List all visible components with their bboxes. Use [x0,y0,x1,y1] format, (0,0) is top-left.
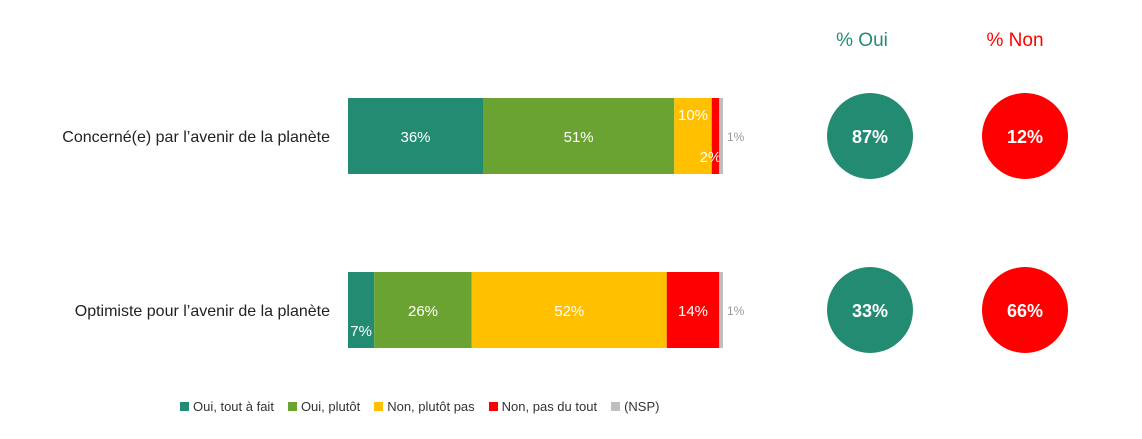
oui-column-header: % Oui [836,30,888,51]
legend-swatch [611,401,621,411]
legend-swatch [374,401,384,411]
bar-data-label: 36% [400,129,430,146]
bar-data-label: 7% [350,323,372,340]
oui-circle [827,267,913,353]
non-column-header: % Non [986,30,1044,51]
bar-segment [666,272,720,348]
legend-label: Non, plutôt pas [387,398,475,414]
legend-swatch [180,401,189,411]
bar-segment [711,98,720,174]
legend-item: Oui, tout à fait [180,399,274,414]
bar-segment [719,98,723,174]
non-circle [982,93,1068,179]
oui-circle [827,93,913,179]
legend-item: Non, plutôt pas [374,398,475,414]
oui-value: 33% [852,301,888,321]
bar-segment [674,98,712,174]
bar-data-label: 26% [408,303,438,320]
chart-legend: Oui, tout à fait Oui, plutôt Non, plutôt p… [180,398,673,414]
legend-label: (NSP) [624,398,660,414]
legend-item: (NSP) [611,399,659,414]
category-label: Concerné(e) par l’avenir de la planète [62,129,330,146]
bar-data-label: 1% [727,130,745,144]
legend-swatch [287,401,297,411]
legend-label: Non, pas du tout [501,398,598,414]
oui-value: 87% [852,127,888,147]
bar-data-label: 2% [700,149,722,166]
bar-segment [374,272,472,348]
bar-segment [719,272,723,348]
legend-label: Oui, tout à fait [193,398,274,414]
non-value: 12% [1007,127,1043,147]
bar-segment [483,98,675,174]
legend-label: Oui, plutôt [300,398,361,414]
bar-data-label: 14% [678,303,708,320]
bar-segment [348,272,375,348]
bar-segment [348,98,483,174]
non-value: 66% [1007,301,1043,321]
legend-item: Oui, plutôt [287,398,361,414]
legend-swatch [488,401,498,411]
category-label: Optimiste pour l’avenir de la planète [75,303,330,320]
bar-data-label: 1% [727,304,745,318]
legend-item: Non, pas du tout [488,398,598,414]
bar-data-label: 52% [554,303,584,320]
bar-segment [471,272,667,348]
non-circle [982,267,1068,353]
bar-data-label: 10% [678,107,708,124]
bar-data-label: 51% [564,129,594,146]
